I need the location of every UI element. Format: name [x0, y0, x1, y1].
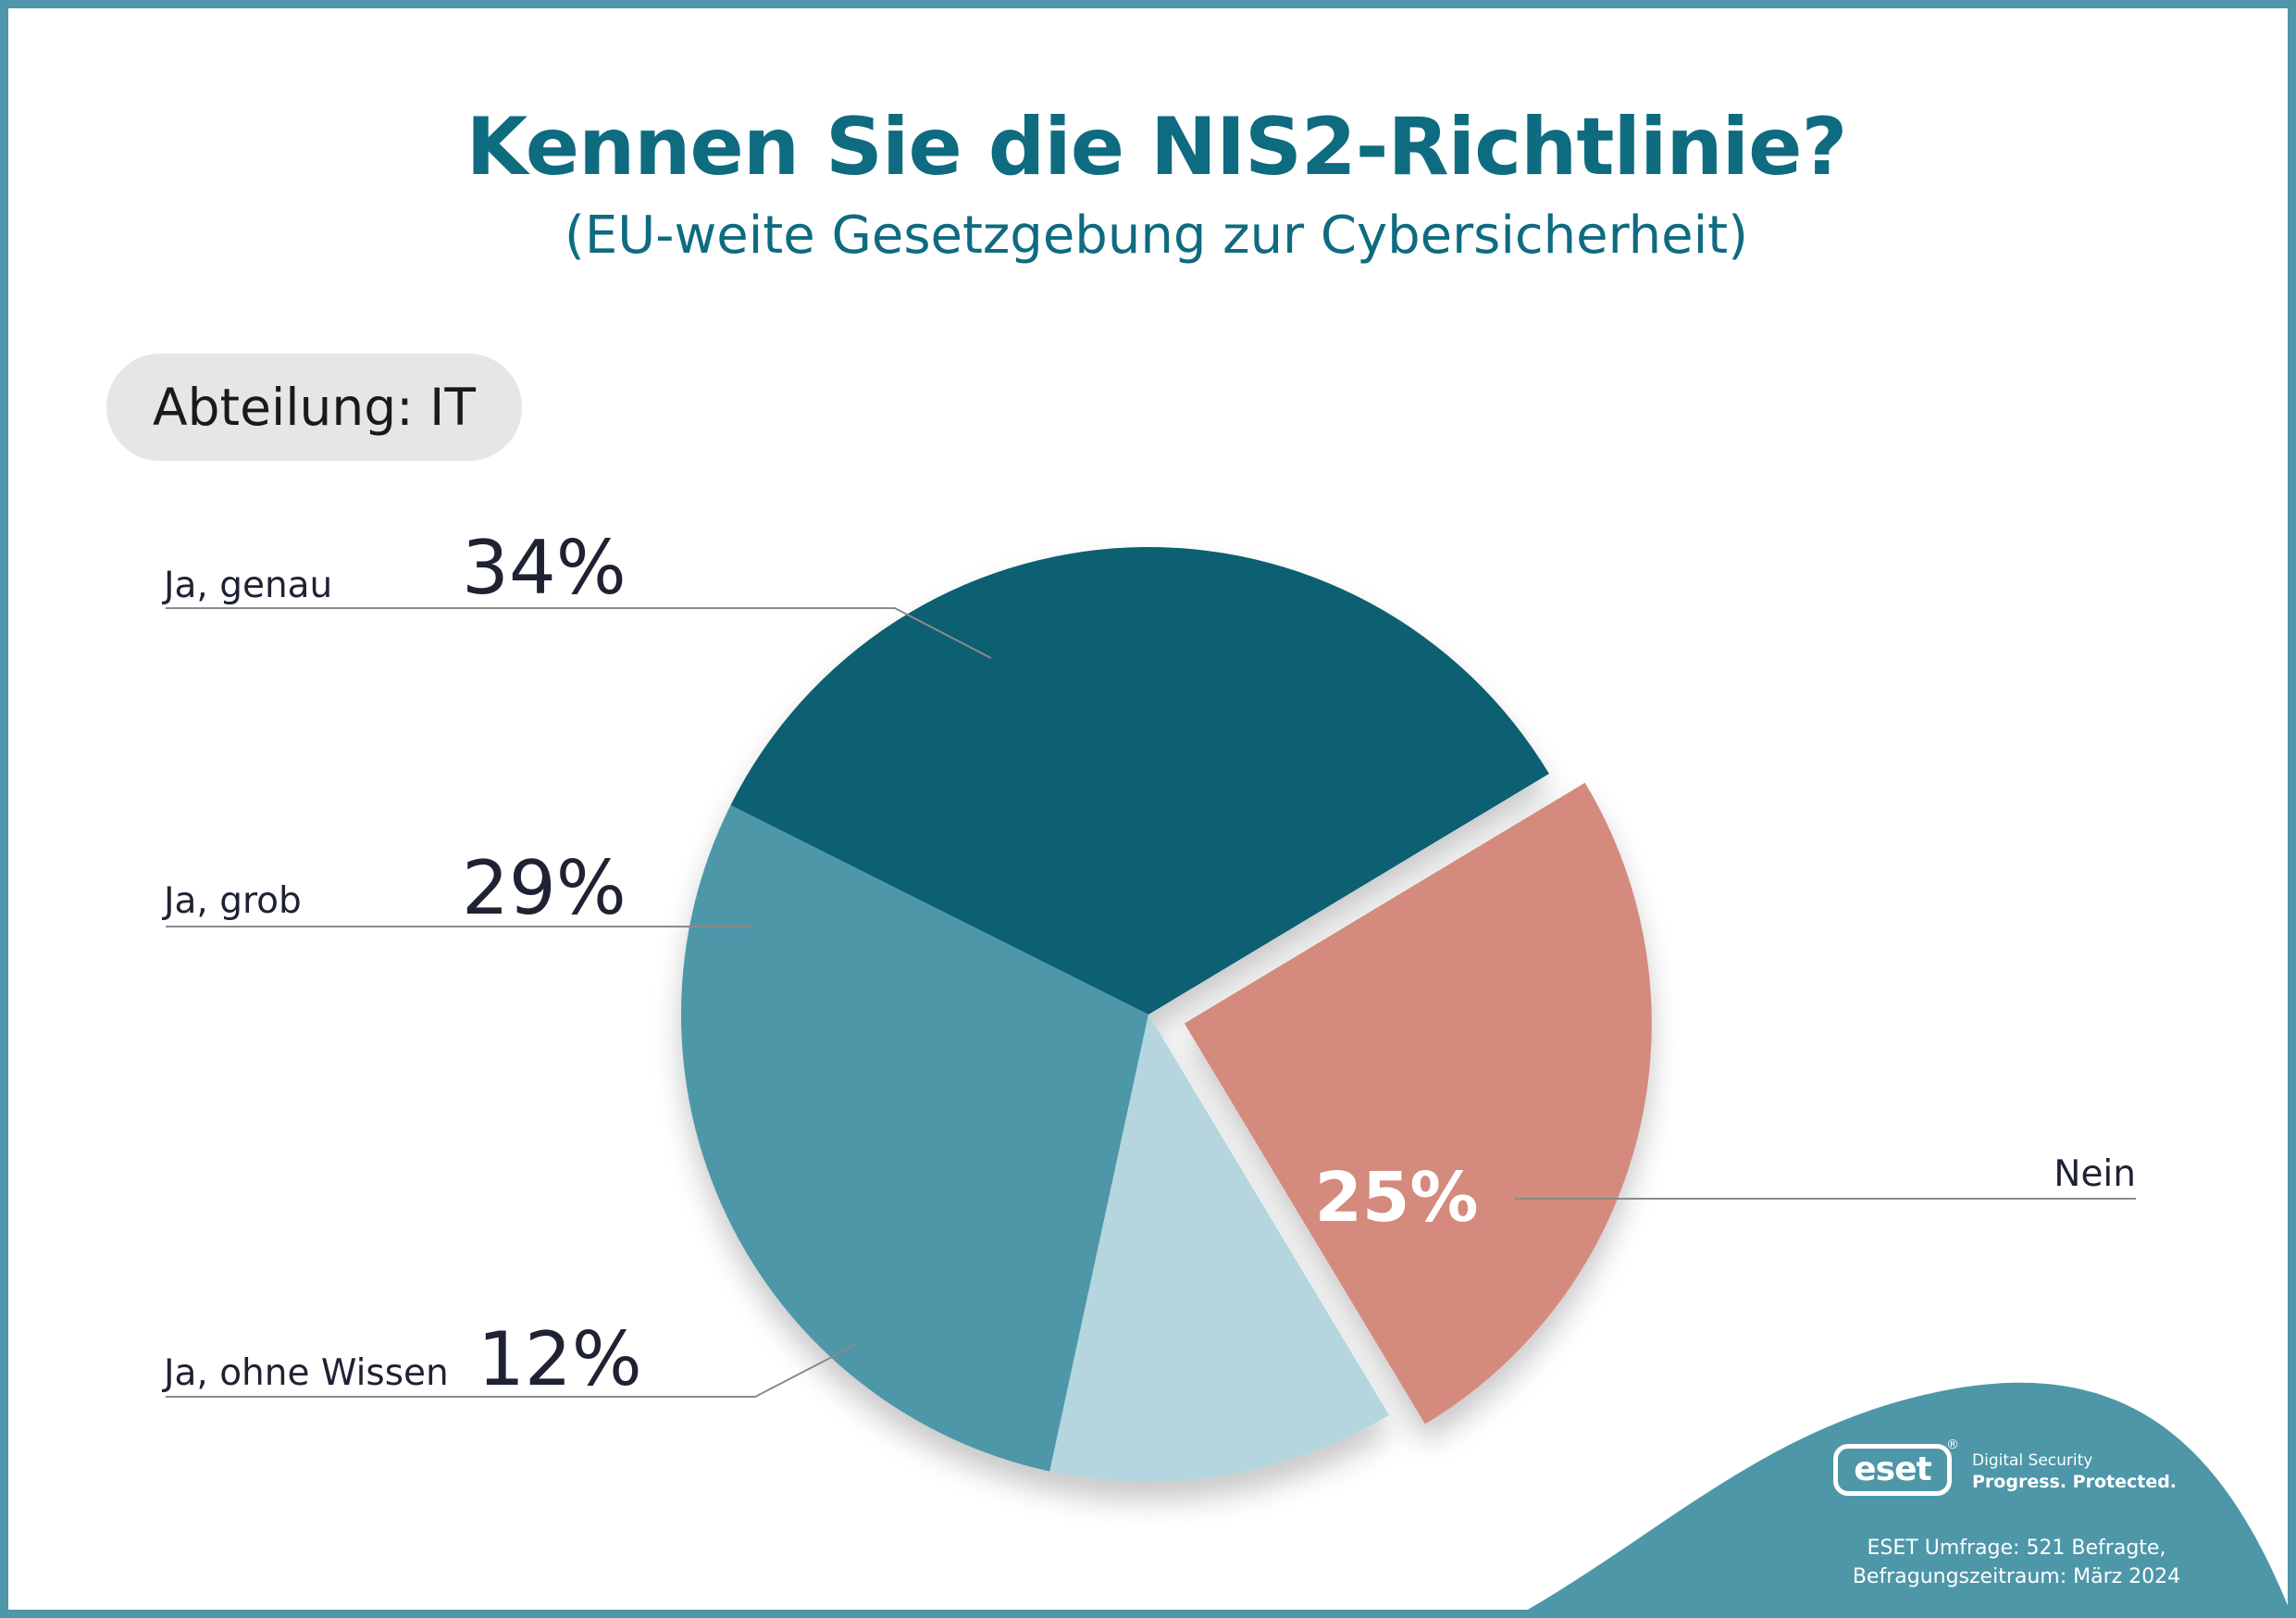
leader-line-ja-ohne-wissen: [166, 1344, 856, 1398]
category-label-nein: Nein: [2054, 1153, 2136, 1195]
value-label-ja-genau: 34%: [462, 525, 627, 611]
category-labels: Ja, genau Ja, grob Ja, ohne Wissen Nein: [161, 565, 2136, 1394]
chart-subtitle: (EU-weite Gesetzgebung zur Cybersicherhe…: [565, 205, 1748, 266]
pie-slice-ja-grob: [681, 804, 1148, 1472]
source-line-2: Befragungszeitraum: März 2024: [1852, 1565, 2181, 1588]
pie-slice-ja-genau: [730, 547, 1549, 1014]
registered-mark: ®: [1946, 1438, 1959, 1452]
leader-line-ja-genau: [166, 607, 992, 659]
value-label-ja-ohne-wissen: 12%: [478, 1316, 642, 1402]
pie-chart: Ja, genau Ja, grob Ja, ohne Wissen Nein …: [161, 525, 2288, 1610]
source-line-1: ESET Umfrage: 521 Befragte,: [1867, 1537, 2166, 1560]
value-label-nein: 25%: [1314, 1158, 1478, 1238]
pie-slice-ja-ohne-wissen: [1049, 1014, 1390, 1482]
eset-logo: eset: [1833, 1444, 1952, 1496]
pie-slices: [681, 547, 1652, 1482]
category-label-ja-ohne-wissen: Ja, ohne Wissen: [161, 1352, 449, 1394]
brand-tagline: Digital Security Progress. Protected.: [1972, 1450, 2177, 1493]
category-label-ja-genau: Ja, genau: [161, 565, 332, 606]
source-note: ESET Umfrage: 521 Befragte, Befragungsze…: [1804, 1534, 2229, 1591]
tagline-line-2: Progress. Protected.: [1972, 1472, 2178, 1492]
chart-title: Kennen Sie die NIS2-Richtlinie?: [465, 101, 1848, 193]
footer-wave: [1527, 1382, 2288, 1610]
value-labels: 34% 29% 12% 25%: [462, 525, 1479, 1402]
tagline-line-1: Digital Security: [1972, 1451, 2093, 1470]
value-label-ja-grob: 29%: [462, 845, 627, 931]
category-label-ja-grob: Ja, grob: [161, 880, 302, 922]
pie-slice-nein: [1184, 782, 1652, 1425]
leader-lines: [166, 607, 2136, 1398]
department-badge: Abteilung: IT: [106, 354, 522, 461]
